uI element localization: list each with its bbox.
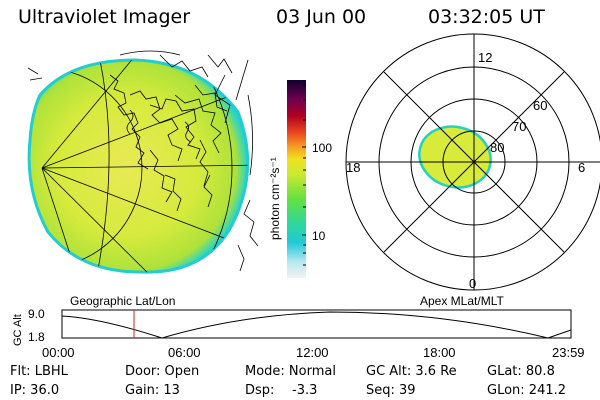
date-label: 03 Jun 00 bbox=[276, 6, 367, 28]
mlt-label-18: 18 bbox=[346, 160, 360, 175]
colorbar-unit-label: photon cm⁻²s⁻¹ bbox=[268, 157, 282, 240]
info-dsp-label: Dsp: bbox=[245, 383, 275, 398]
colorbar: 100 10 photon cm⁻²s⁻¹ bbox=[268, 80, 332, 278]
altitude-xtick-1200: 12:00 bbox=[296, 345, 329, 360]
mlt-label-0: 0 bbox=[469, 276, 476, 291]
altitude-xtick-2359: 23:59 bbox=[552, 345, 585, 360]
lat-label-70: 70 bbox=[512, 119, 526, 134]
altitude-ylabel: GC Alt bbox=[12, 314, 24, 346]
info-glon: GLon: 241.2 bbox=[487, 383, 567, 398]
uv-image bbox=[27, 50, 259, 274]
colorbar-tick-10: 10 bbox=[312, 229, 326, 243]
info-mode: Mode: Normal bbox=[245, 364, 336, 379]
lat-label-80: 80 bbox=[490, 140, 504, 155]
polar-plot: 12 18 6 0 60 70 80 bbox=[345, 33, 600, 291]
altitude-xtick-1800: 18:00 bbox=[423, 345, 456, 360]
mlt-label-6: 6 bbox=[578, 160, 585, 175]
lat-label-60: 60 bbox=[533, 98, 547, 113]
altitude-ytick-max: 9.0 bbox=[28, 307, 45, 321]
info-gain: Gain: 13 bbox=[125, 383, 180, 398]
geographic-caption: Geographic Lat/Lon bbox=[70, 294, 175, 308]
time-label: 03:32:05 UT bbox=[428, 6, 545, 28]
info-filter: Flt: LBHL bbox=[10, 364, 68, 379]
info-door: Door: Open bbox=[125, 364, 200, 379]
altitude-xtick-0600: 06:00 bbox=[168, 345, 201, 360]
info-seq: Seq: 39 bbox=[366, 383, 416, 398]
altitude-plot: 9.0 1.8 GC Alt 00:00 06:00 12:00 18:00 2… bbox=[12, 307, 585, 360]
info-ip: IP: 36.0 bbox=[10, 383, 60, 398]
info-gc-alt: GC Alt: 3.6 Re bbox=[366, 364, 457, 379]
instrument-title: Ultraviolet Imager bbox=[18, 6, 191, 28]
colorbar-tick-100: 100 bbox=[312, 141, 332, 155]
mlt-label-12: 12 bbox=[478, 50, 492, 65]
altitude-ytick-min: 1.8 bbox=[28, 330, 45, 344]
apex-caption: Apex MLat/MLT bbox=[420, 294, 504, 308]
altitude-xtick-0000: 00:00 bbox=[42, 345, 75, 360]
info-glat: GLat: 80.8 bbox=[487, 364, 555, 379]
info-dsp-value: -3.3 bbox=[292, 383, 318, 398]
